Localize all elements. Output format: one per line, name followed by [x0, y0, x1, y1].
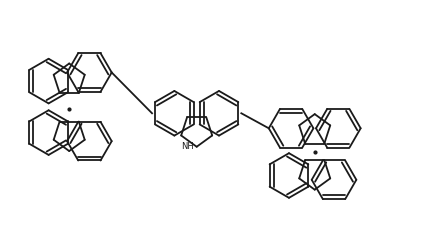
Text: NH: NH — [181, 142, 194, 151]
